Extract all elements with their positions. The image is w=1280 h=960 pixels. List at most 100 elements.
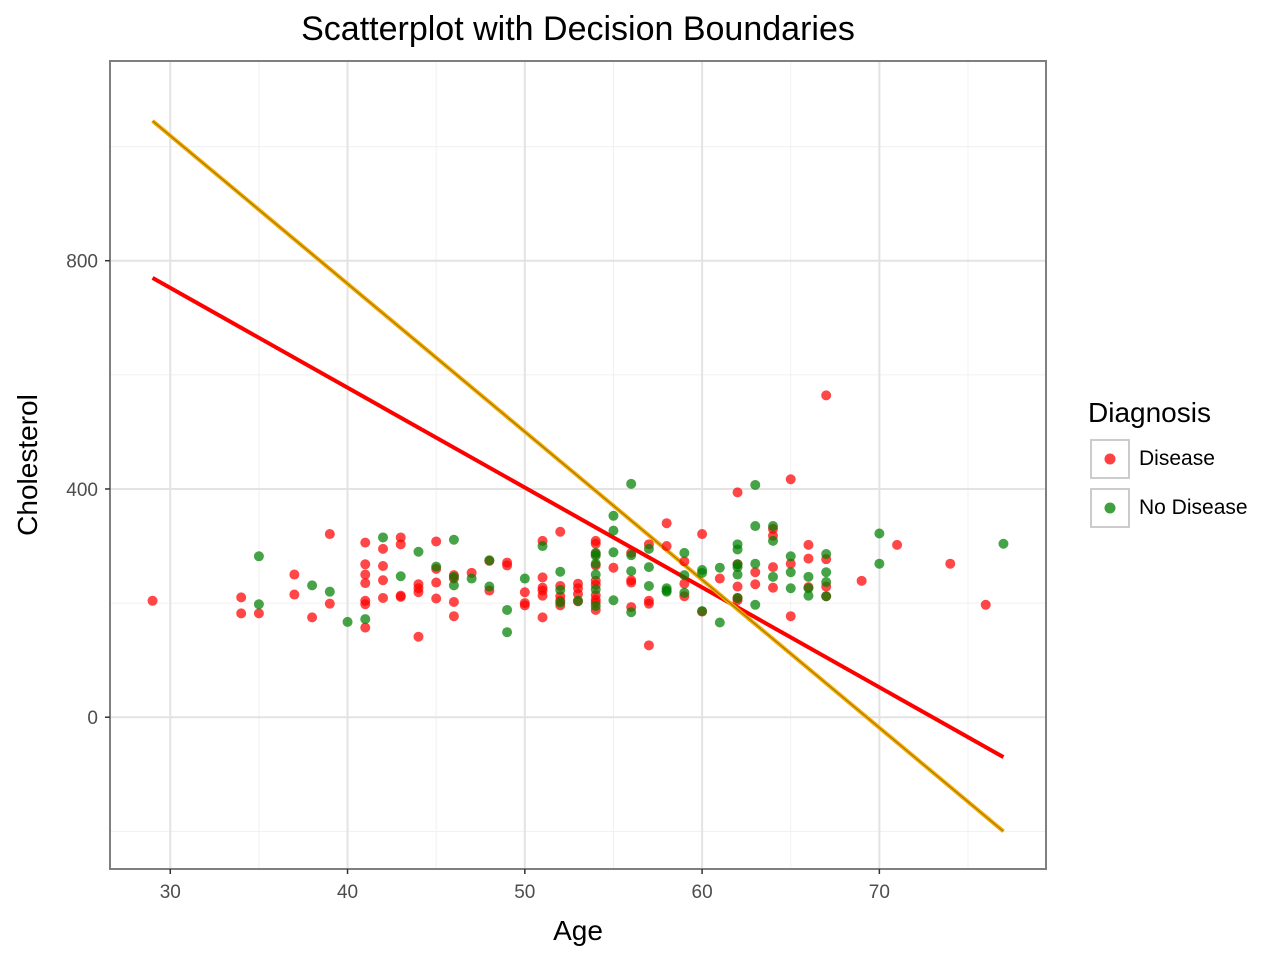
point-no-disease — [502, 604, 513, 615]
x-tick-label: 70 — [869, 882, 890, 903]
point-no-disease — [732, 562, 743, 573]
y-axis-title: Cholesterol — [12, 394, 43, 536]
point-disease — [785, 558, 796, 569]
point-no-disease — [750, 558, 761, 569]
point-disease — [448, 611, 459, 622]
legend-label-disease: Disease — [1139, 447, 1215, 470]
point-disease — [519, 587, 530, 598]
y-tick-label: 0 — [87, 708, 98, 729]
point-no-disease — [821, 567, 832, 578]
point-disease — [236, 608, 247, 619]
legend-title: Diagnosis — [1088, 397, 1211, 428]
x-tick-label: 50 — [514, 882, 535, 903]
point-no-disease — [643, 580, 654, 591]
point-disease — [431, 536, 442, 547]
point-disease — [821, 390, 832, 401]
point-no-disease — [732, 544, 743, 555]
y-tick-label: 800 — [66, 252, 98, 273]
point-disease — [732, 581, 743, 592]
point-disease — [573, 588, 583, 599]
point-no-disease — [448, 571, 459, 582]
point-disease — [555, 526, 566, 537]
point-no-disease — [750, 599, 761, 610]
point-no-disease — [732, 592, 743, 603]
point-disease — [679, 556, 690, 567]
point-no-disease — [307, 580, 318, 591]
y-tick-label: 400 — [66, 480, 98, 501]
point-no-disease — [484, 581, 495, 592]
point-disease — [661, 518, 672, 529]
point-disease — [378, 543, 388, 554]
point-no-disease — [643, 543, 654, 554]
point-disease — [360, 537, 371, 548]
point-no-disease — [768, 535, 778, 546]
point-disease — [714, 573, 725, 584]
point-no-disease — [608, 547, 619, 558]
point-disease — [360, 622, 371, 633]
point-disease — [378, 592, 388, 603]
point-disease — [324, 529, 335, 540]
point-no-disease — [253, 599, 264, 610]
point-disease — [413, 631, 424, 642]
point-disease — [413, 587, 424, 598]
point-no-disease — [679, 570, 690, 581]
point-no-disease — [324, 586, 335, 597]
point-disease — [768, 582, 778, 593]
minor-grid — [110, 61, 1046, 869]
panel-border — [109, 60, 1047, 870]
x-tick-label: 30 — [160, 882, 181, 903]
point-disease — [431, 577, 442, 588]
point-disease — [697, 529, 708, 540]
point-disease — [378, 561, 388, 571]
point-no-disease — [590, 558, 601, 569]
point-disease — [537, 612, 548, 623]
point-no-disease — [590, 569, 601, 580]
decision-boundary-line — [152, 120, 1004, 832]
point-disease — [732, 487, 743, 498]
point-no-disease — [342, 616, 353, 627]
point-disease — [253, 608, 264, 619]
point-no-disease — [590, 550, 601, 561]
x-axis-ticks: 30 40 50 60 70 — [160, 869, 890, 903]
point-disease — [289, 589, 300, 600]
point-no-disease — [626, 566, 637, 577]
point-disease — [502, 560, 513, 571]
point-no-disease — [590, 584, 601, 595]
point-no-disease — [626, 607, 637, 618]
point-no-disease — [626, 550, 637, 561]
legend-label-no-disease: No Disease — [1139, 496, 1248, 519]
point-no-disease — [590, 600, 601, 611]
point-no-disease — [502, 627, 513, 638]
point-disease — [856, 575, 867, 586]
point-disease — [537, 572, 548, 583]
point-disease — [395, 591, 406, 602]
point-no-disease — [714, 617, 725, 628]
major-grid — [110, 61, 1046, 869]
point-no-disease — [626, 478, 637, 489]
point-no-disease — [679, 587, 690, 598]
point-no-disease — [768, 571, 778, 582]
point-no-disease — [466, 573, 477, 584]
point-no-disease — [803, 590, 814, 601]
point-no-disease — [448, 580, 459, 591]
point-no-disease — [555, 566, 566, 577]
decision-boundary-line — [151, 276, 1005, 759]
data-points — [147, 390, 1009, 651]
point-no-disease — [360, 614, 371, 625]
point-disease — [608, 562, 619, 573]
point-disease — [590, 538, 601, 549]
point-disease — [360, 569, 371, 580]
point-no-disease — [378, 532, 388, 543]
point-disease — [679, 578, 690, 589]
legend-marker-disease — [1104, 453, 1116, 465]
point-disease — [785, 474, 796, 485]
point-no-disease — [803, 583, 814, 594]
point-disease — [661, 541, 672, 552]
point-no-disease — [555, 584, 566, 595]
point-disease — [537, 590, 548, 601]
point-disease — [360, 578, 371, 589]
point-no-disease — [874, 558, 885, 569]
point-no-disease — [750, 521, 761, 532]
point-disease — [395, 539, 406, 550]
point-disease — [236, 592, 247, 603]
